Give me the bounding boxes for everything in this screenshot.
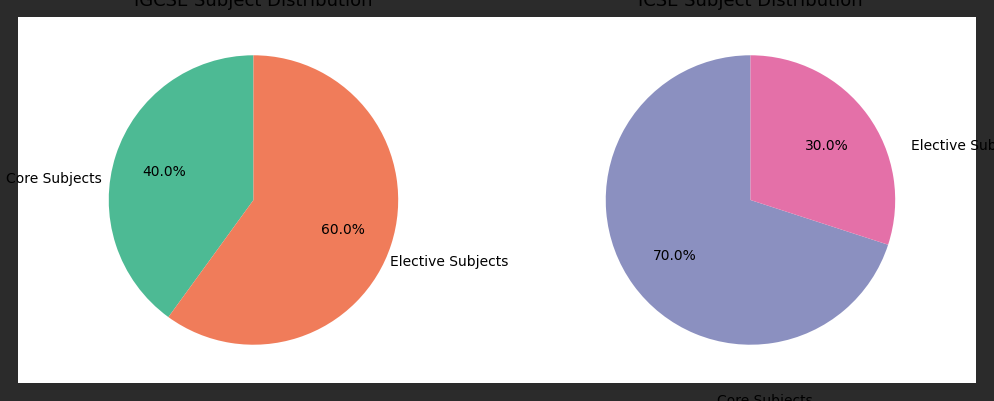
Wedge shape [605, 56, 888, 345]
Text: 30.0%: 30.0% [805, 138, 849, 152]
Wedge shape [168, 56, 399, 345]
Text: 40.0%: 40.0% [142, 164, 186, 178]
Text: Core Subjects: Core Subjects [717, 393, 813, 401]
Text: 70.0%: 70.0% [652, 249, 696, 263]
Wedge shape [108, 56, 253, 317]
Text: 60.0%: 60.0% [321, 223, 365, 237]
Text: Elective Subjects: Elective Subjects [911, 139, 994, 153]
Title: IGCSE Subject Distribution: IGCSE Subject Distribution [134, 0, 373, 10]
Text: Elective Subjects: Elective Subjects [390, 254, 508, 268]
Wedge shape [750, 56, 896, 245]
Title: ICSE Subject Distribution: ICSE Subject Distribution [638, 0, 863, 10]
Text: Core Subjects: Core Subjects [6, 172, 101, 186]
